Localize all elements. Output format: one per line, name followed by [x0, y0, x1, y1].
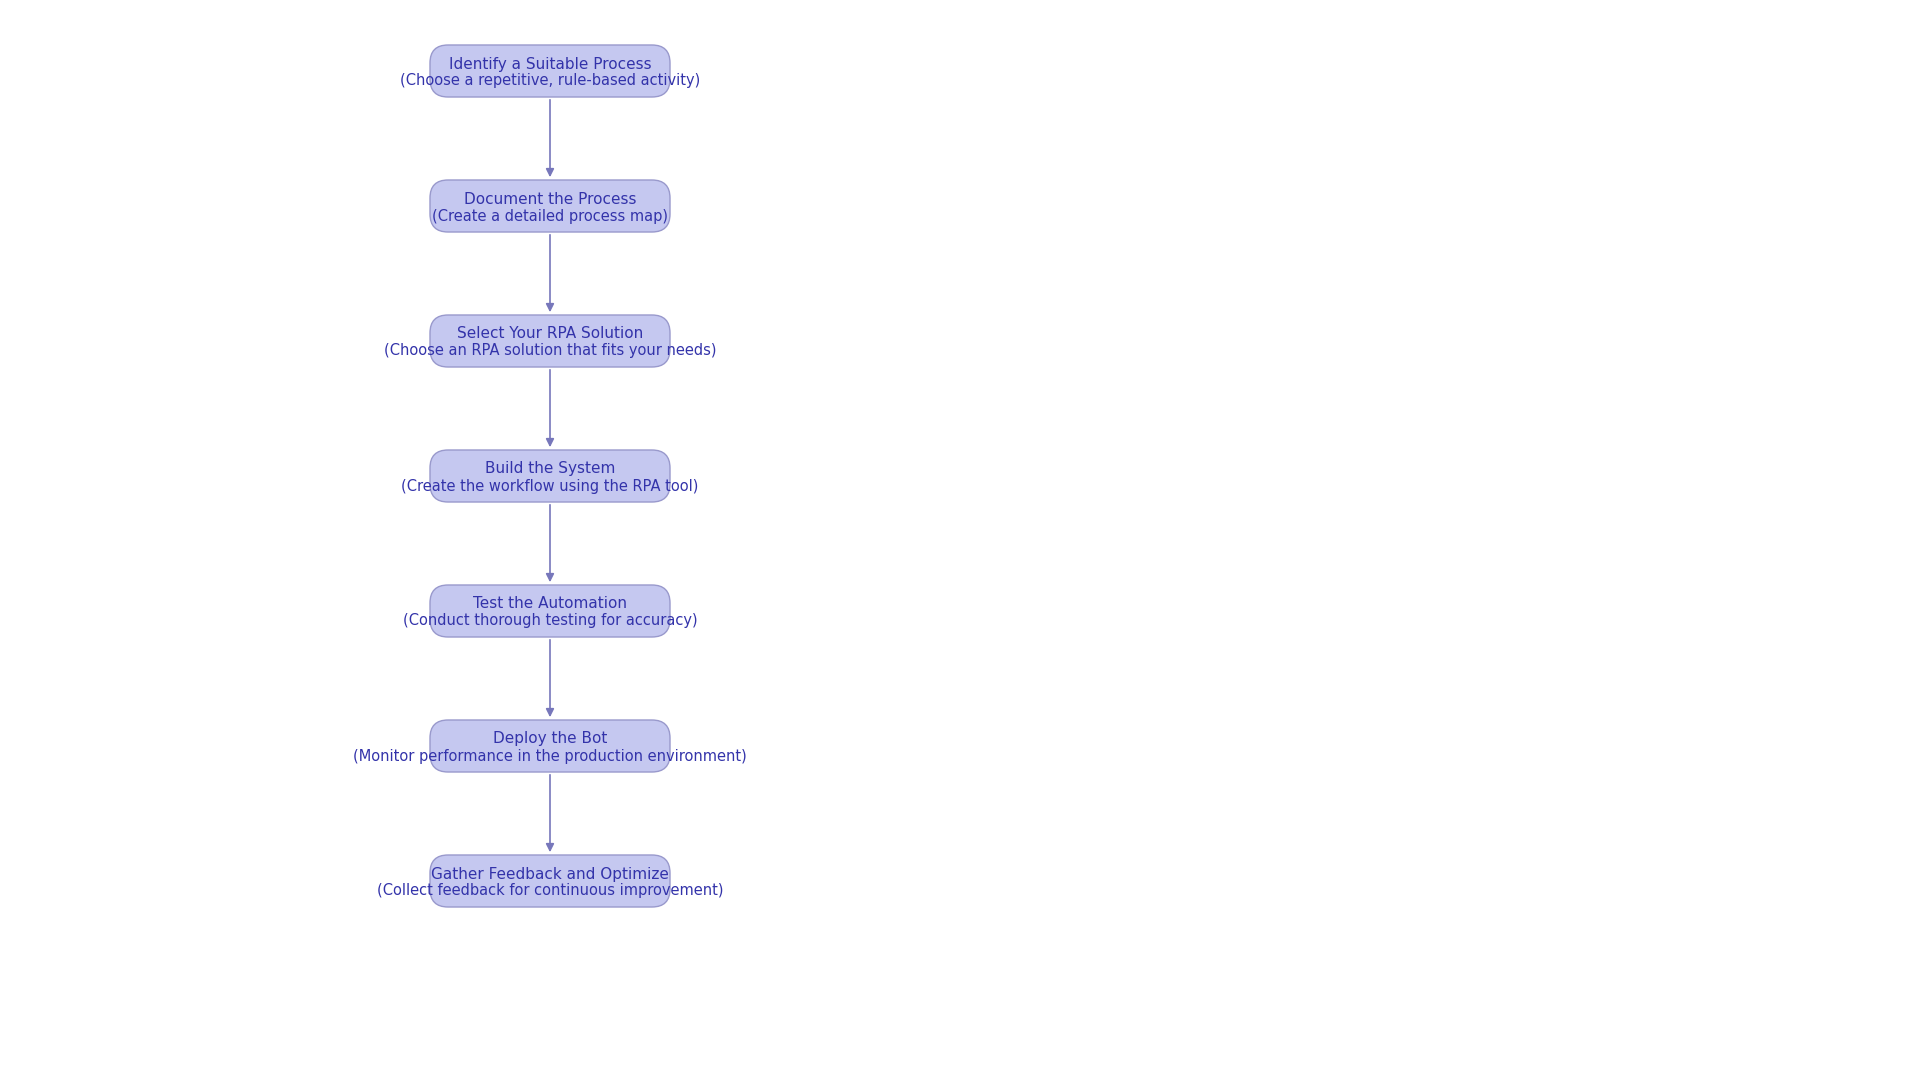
Text: Build the System: Build the System [486, 461, 614, 477]
Text: (Choose an RPA solution that fits your needs): (Choose an RPA solution that fits your n… [384, 343, 716, 358]
Text: (Collect feedback for continuous improvement): (Collect feedback for continuous improve… [376, 884, 724, 899]
Text: (Create the workflow using the RPA tool): (Create the workflow using the RPA tool) [401, 479, 699, 494]
FancyBboxPatch shape [430, 854, 670, 906]
Text: (Choose a repetitive, rule-based activity): (Choose a repetitive, rule-based activit… [399, 74, 701, 89]
Text: (Monitor performance in the production environment): (Monitor performance in the production e… [353, 748, 747, 764]
Text: (Create a detailed process map): (Create a detailed process map) [432, 209, 668, 223]
FancyBboxPatch shape [430, 585, 670, 637]
FancyBboxPatch shape [430, 720, 670, 772]
FancyBboxPatch shape [430, 180, 670, 232]
Text: Document the Process: Document the Process [465, 192, 636, 207]
FancyBboxPatch shape [430, 315, 670, 367]
Text: Identify a Suitable Process: Identify a Suitable Process [449, 56, 651, 71]
Text: Deploy the Bot: Deploy the Bot [493, 731, 607, 746]
Text: Test the Automation: Test the Automation [472, 597, 628, 612]
Text: Select Your RPA Solution: Select Your RPA Solution [457, 326, 643, 341]
Text: Gather Feedback and Optimize: Gather Feedback and Optimize [432, 866, 668, 882]
FancyBboxPatch shape [430, 45, 670, 97]
Text: (Conduct thorough testing for accuracy): (Conduct thorough testing for accuracy) [403, 613, 697, 628]
FancyBboxPatch shape [430, 451, 670, 503]
